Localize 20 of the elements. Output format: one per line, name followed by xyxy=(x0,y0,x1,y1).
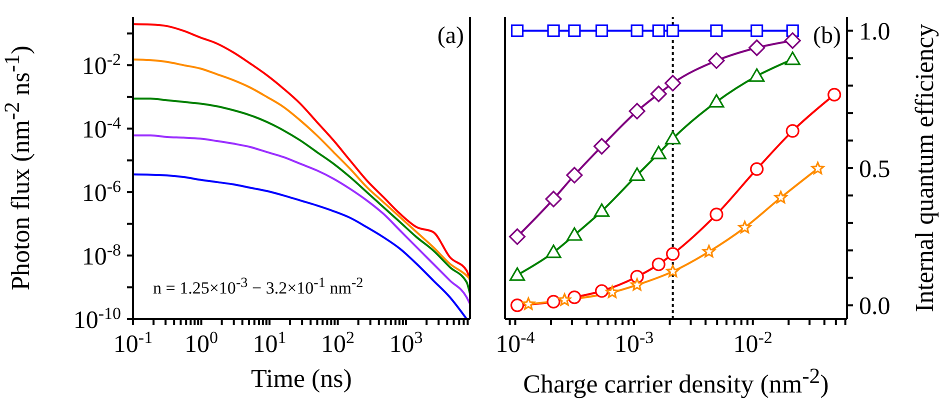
x-tick-label: 10$^{2}$ xyxy=(321,328,355,358)
x-tick-label: 10$^{3}$ xyxy=(389,328,423,358)
y-tick-label: 10$^{-2}$ xyxy=(82,50,121,80)
annotation: (b) xyxy=(813,23,841,50)
y-tick-label: 10$^{-6}$ xyxy=(82,176,121,207)
y2-tick-label: 0.0 xyxy=(859,293,890,320)
y2-tick-label: 0.5 xyxy=(859,156,890,183)
y2-axis-title: Internal quantum efficiency xyxy=(910,24,940,312)
x-axis-title: Time (ns) xyxy=(250,364,353,394)
x-tick-label: 10$^{-3}$ xyxy=(614,328,654,358)
annotation: (a) xyxy=(437,23,464,50)
x-tick-label: 10$^{0}$ xyxy=(184,328,218,358)
y2-tick-label: 1.0 xyxy=(859,18,890,46)
x-tick-label: 10$^{-2}$ xyxy=(733,328,772,358)
x-axis-title: Charge carrier density (nm$^{-2}$) xyxy=(522,364,830,400)
x-tick-label: 10$^{-4}$ xyxy=(496,328,536,358)
annotation: n = 1.25×10$^{-3}$ − 3.2×10$^{-1}$ nm$^{-2}$ xyxy=(153,275,364,299)
y-tick-label: 10$^{-8}$ xyxy=(82,240,121,270)
x-tick-label: 10$^{1}$ xyxy=(252,328,286,358)
y-tick-label: 10$^{-4}$ xyxy=(82,113,122,144)
